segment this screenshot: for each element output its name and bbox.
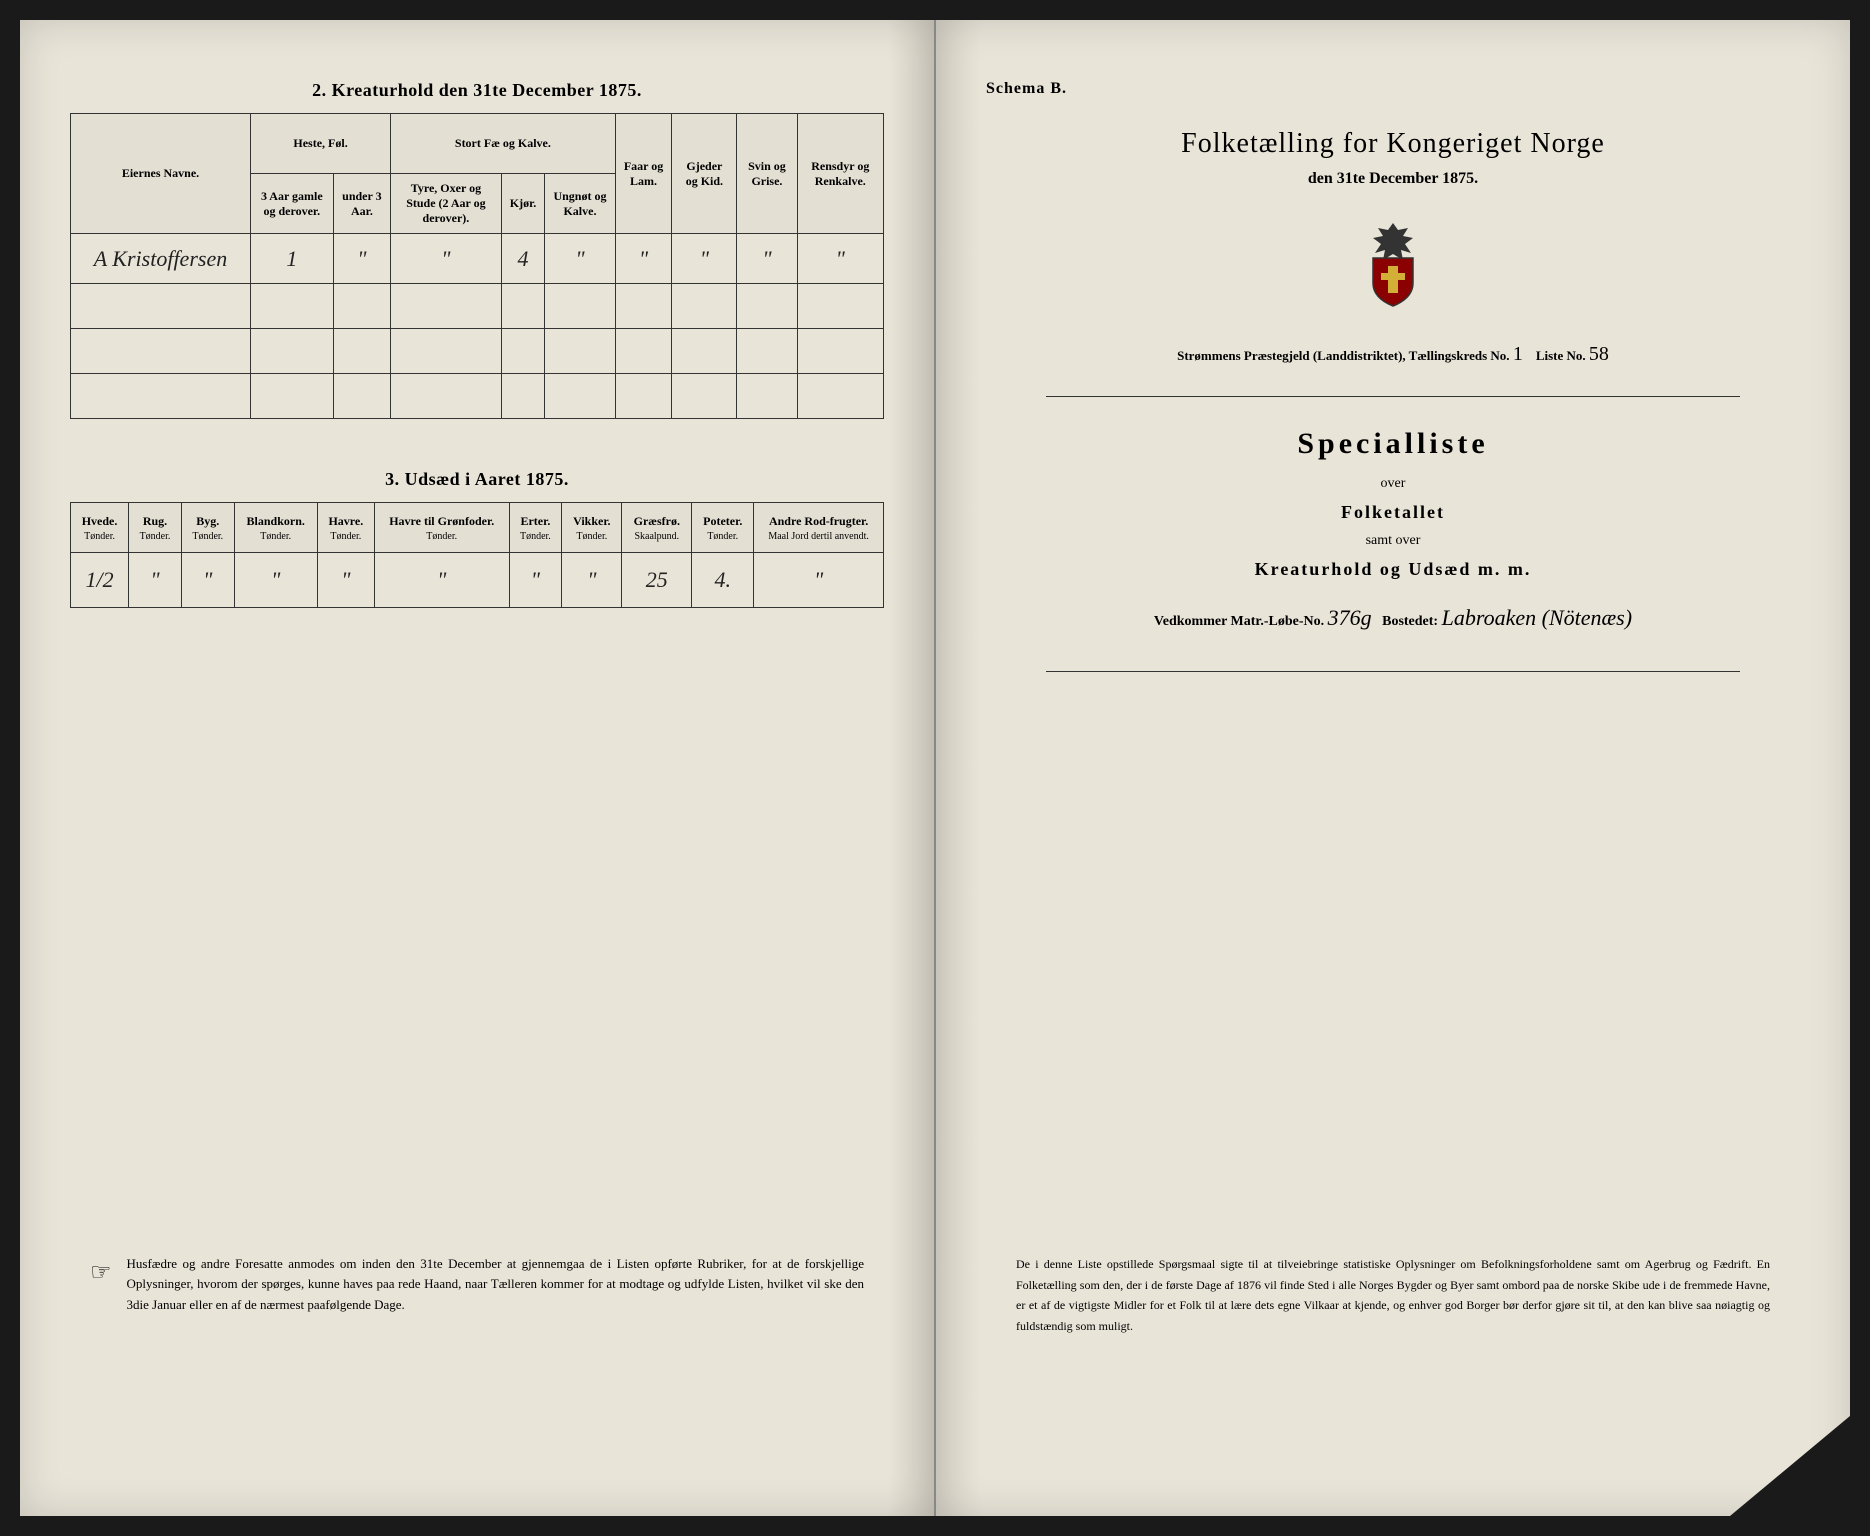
district-prefix: Strømmens Præstegjeld (Landdistriktet), … — [1177, 348, 1509, 363]
cell: " — [333, 234, 390, 284]
th-cattle-calf: Ungnøt og Kalve. — [545, 174, 615, 234]
cell: " — [234, 553, 317, 608]
right-page: Schema B. Folketælling for Kongeriget No… — [936, 20, 1850, 1516]
th-owner: Eiernes Navne. — [71, 114, 251, 234]
cell: " — [391, 234, 502, 284]
cell: 4 — [501, 234, 545, 284]
left-footer: ☞ Husfædre og andre Foresatte anmodes om… — [90, 1254, 864, 1316]
th-goat: Gjeder og Kid. — [672, 114, 737, 234]
cell: " — [509, 553, 562, 608]
th-pig: Svin og Grise. — [737, 114, 797, 234]
book-spread: 2. Kreaturhold den 31te December 1875. E… — [20, 20, 1850, 1516]
cell: 4. — [692, 553, 754, 608]
th-oats: Havre.Tønder. — [317, 503, 374, 553]
kreatur: Kreaturhold og Udsæd m. m. — [986, 559, 1800, 580]
th-horse-young: under 3 Aar. — [333, 174, 390, 234]
th-cattle-cow: Kjør. — [501, 174, 545, 234]
th-roots: Andre Rod-frugter.Maal Jord dertil anven… — [754, 503, 884, 553]
th-horse-adult: 3 Aar gamle og derover. — [251, 174, 334, 234]
matr-line: Vedkommer Matr.-Løbe-No. 376g Bostedet: … — [986, 605, 1800, 631]
cell: " — [374, 553, 509, 608]
cell: " — [672, 234, 737, 284]
th-wheat: Hvede.Tønder. — [71, 503, 129, 553]
th-peas: Erter.Tønder. — [509, 503, 562, 553]
cell: 1/2 — [71, 553, 129, 608]
samt-over: samt over — [986, 533, 1800, 549]
cell-owner: A Kristoffersen — [71, 234, 251, 284]
census-title: Folketælling for Kongeriget Norge — [986, 128, 1800, 160]
cell: " — [797, 234, 883, 284]
th-potato: Poteter.Tønder. — [692, 503, 754, 553]
coat-of-arms-icon — [986, 218, 1800, 313]
folketallet: Folketallet — [986, 502, 1800, 523]
census-date: den 31te December 1875. — [986, 170, 1800, 188]
seed-table: Hvede.Tønder. Rug.Tønder. Byg.Tønder. Bl… — [70, 502, 884, 608]
cell: " — [129, 553, 182, 608]
special-title: Specialliste — [986, 427, 1800, 461]
cell: " — [615, 234, 672, 284]
th-barley: Byg.Tønder. — [181, 503, 234, 553]
district-no: 1 — [1513, 343, 1523, 365]
th-grass: Græsfrø.Skaalpund. — [622, 503, 692, 553]
livestock-table: Eiernes Navne. Heste, Føl. Stort Fæ og K… — [70, 113, 884, 419]
page-corner-fold — [1730, 1416, 1850, 1516]
bosted-label: Bostedet: — [1382, 614, 1438, 629]
table3-title: 3. Udsæd i Aaret 1875. — [70, 469, 884, 490]
footer-text: Husfædre og andre Foresatte anmodes om i… — [127, 1254, 864, 1316]
th-reindeer: Rensdyr og Renkalve. — [797, 114, 883, 234]
cell: " — [737, 234, 797, 284]
matr-no: 376g — [1328, 605, 1372, 630]
divider — [1046, 671, 1740, 672]
table-row: A Kristoffersen 1 " " 4 " " " " " — [71, 234, 884, 284]
schema-label: Schema B. — [986, 80, 1800, 98]
th-vetch: Vikker.Tønder. — [562, 503, 622, 553]
district-line: Strømmens Præstegjeld (Landdistriktet), … — [986, 343, 1800, 366]
divider — [1046, 396, 1740, 397]
table-row — [71, 329, 884, 374]
liste-no: 58 — [1589, 343, 1609, 365]
table-row — [71, 374, 884, 419]
cell: 25 — [622, 553, 692, 608]
th-mixed: Blandkorn.Tønder. — [234, 503, 317, 553]
th-horse-group: Heste, Føl. — [251, 114, 391, 174]
th-cattle-bull: Tyre, Oxer og Stude (2 Aar og derover). — [391, 174, 502, 234]
th-rye: Rug.Tønder. — [129, 503, 182, 553]
matr-label: Vedkommer Matr.-Løbe-No. — [1154, 614, 1324, 629]
th-sheep: Faar og Lam. — [615, 114, 672, 234]
left-page: 2. Kreaturhold den 31te December 1875. E… — [20, 20, 936, 1516]
cell: " — [545, 234, 615, 284]
pointer-icon: ☞ — [90, 1254, 112, 1316]
th-oatsf: Havre til Grønfoder.Tønder. — [374, 503, 509, 553]
table2-title: 2. Kreaturhold den 31te December 1875. — [70, 80, 884, 101]
cell: 1 — [251, 234, 334, 284]
th-cattle-group: Stort Fæ og Kalve. — [391, 114, 616, 174]
bosted: Labroaken (Nötenæs) — [1442, 605, 1632, 630]
over-label: over — [986, 476, 1800, 492]
cell: " — [562, 553, 622, 608]
cell: " — [317, 553, 374, 608]
cell: " — [181, 553, 234, 608]
cell: " — [754, 553, 884, 608]
table-row: 1/2 " " " " " " " 25 4. " — [71, 553, 884, 608]
liste-label: Liste No. — [1536, 348, 1586, 363]
table-row — [71, 284, 884, 329]
right-footer: De i denne Liste opstillede Spørgsmaal s… — [1016, 1254, 1770, 1336]
